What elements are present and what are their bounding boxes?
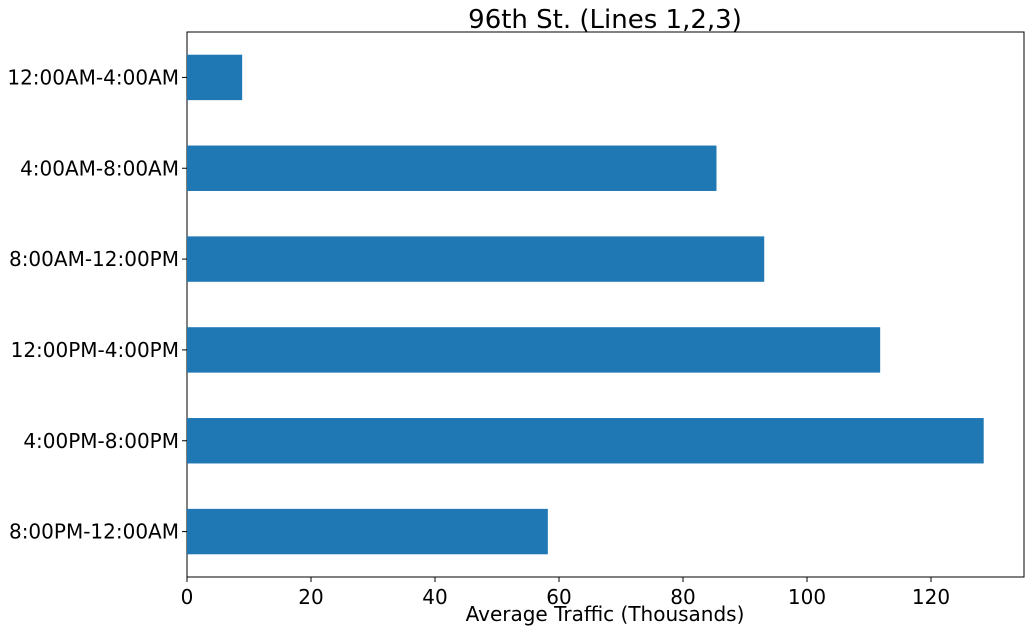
y-tick-label: 12:00PM-4:00PM bbox=[11, 338, 179, 362]
x-tick-label: 20 bbox=[298, 585, 323, 609]
y-tick-label: 4:00AM-8:00AM bbox=[20, 156, 179, 180]
x-ticks: 0 20 40 60 80 100 120 bbox=[181, 577, 950, 609]
bar bbox=[187, 54, 243, 101]
x-tick-label: 60 bbox=[546, 585, 571, 609]
bar bbox=[187, 145, 717, 191]
bar bbox=[187, 236, 765, 282]
bar bbox=[187, 418, 984, 464]
x-tick-label: 40 bbox=[422, 585, 447, 609]
y-tick-label: 8:00PM-12:00AM bbox=[9, 520, 179, 544]
x-tick-label: 80 bbox=[670, 585, 695, 609]
y-tick-label: 8:00AM-12:00PM bbox=[9, 247, 179, 271]
chart-title: 96th St. (Lines 1,2,3) bbox=[468, 5, 742, 35]
y-tick-labels: 12:00AM-4:00AM 4:00AM-8:00AM 8:00AM-12:00P… bbox=[7, 65, 187, 544]
y-tick-label: 12:00AM-4:00AM bbox=[7, 65, 179, 89]
bars-group bbox=[187, 54, 984, 555]
x-tick-label: 100 bbox=[788, 585, 826, 609]
x-tick-label: 0 bbox=[181, 585, 194, 609]
bar bbox=[187, 327, 881, 373]
bar bbox=[187, 508, 548, 555]
y-tick-label: 4:00PM-8:00PM bbox=[23, 429, 179, 453]
plot-frame bbox=[186, 31, 1025, 578]
x-tick-label: 120 bbox=[912, 585, 950, 609]
x-axis-label: Average Traffic (Thousands) bbox=[466, 602, 745, 626]
